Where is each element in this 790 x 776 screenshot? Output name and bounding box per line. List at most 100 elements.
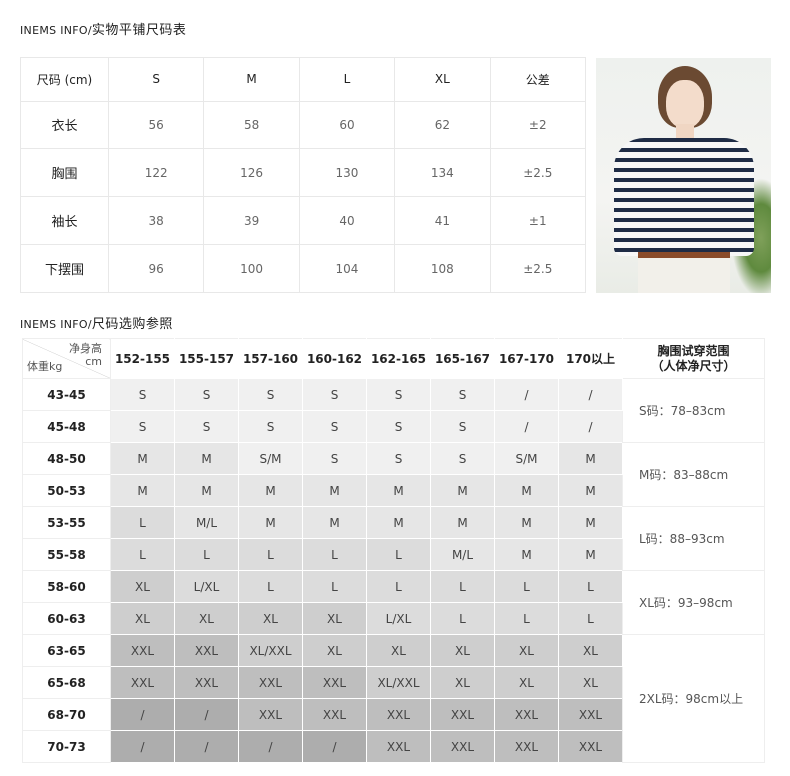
size-cell: L	[494, 602, 559, 635]
size-recommendation-table: 净身高 cm 体重kg 152-155 155-157 157-160 160-162 1…	[22, 338, 765, 763]
size-cell: /	[558, 378, 623, 411]
value-cell: ±2	[489, 100, 587, 150]
size-cell: /	[238, 730, 303, 763]
row-label: 袖长	[20, 196, 109, 246]
size-cell: XL	[302, 634, 367, 667]
size-cell: XXL	[558, 730, 623, 763]
size-cell: M	[110, 442, 175, 475]
size-cell: XL	[558, 634, 623, 667]
size-cell: L	[558, 602, 623, 635]
title-en: INEMS INFO/	[20, 24, 92, 37]
size-cell: L/XL	[366, 602, 431, 635]
size-cell: XXL	[174, 634, 239, 667]
value-cell: ±2.5	[489, 148, 587, 198]
value-cell: 104	[298, 244, 396, 293]
table-row: 50-53 M M M M M M M M	[22, 474, 765, 507]
weight-label: 58-60	[22, 570, 111, 603]
size-cell: S/M	[238, 442, 303, 475]
weight-label: 63-65	[22, 634, 111, 667]
size-cell: M	[494, 506, 559, 539]
value-cell: 122	[107, 148, 205, 198]
value-cell: 134	[394, 148, 491, 198]
belt	[638, 252, 730, 258]
size-cell: XL	[110, 602, 175, 635]
model-face	[666, 80, 704, 128]
size-cell: XL	[430, 666, 495, 699]
size-cell: S	[110, 378, 175, 411]
size-cell: /	[302, 730, 367, 763]
value-cell: ±2.5	[489, 244, 587, 293]
table-row: 胸围 122 126 130 134 ±2.5	[20, 148, 587, 198]
size-cell: XXL	[110, 666, 175, 699]
size-cell: L	[430, 570, 495, 603]
table-row: 43-45 S S S S S S / / S码：78–83cm	[22, 378, 765, 443]
row-label: 胸围	[20, 148, 109, 198]
size-cell: M	[366, 474, 431, 507]
weight-label: 55-58	[22, 538, 111, 571]
weight-label: 45-48	[22, 410, 111, 443]
size-cell: XL	[302, 602, 367, 635]
size-cell: S	[302, 442, 367, 475]
title-cn: 实物平铺尺码表	[91, 23, 187, 38]
size-cell: XXL	[430, 730, 495, 763]
header-row: 尺码 (cm) S M L XL 公差	[20, 57, 587, 102]
table-row: 衣长 56 58 60 62 ±2	[20, 100, 587, 150]
size-cell: XL	[494, 634, 559, 667]
size-cell: S	[430, 378, 495, 411]
size-cell: XXL	[366, 730, 431, 763]
size-cell: S	[110, 410, 175, 443]
size-cell: M	[174, 474, 239, 507]
table-row: 65-68 XXL XXL XXL XXL XL/XXL XL XL XL	[22, 666, 765, 699]
value-cell: 56	[107, 100, 205, 150]
size-cell: L	[430, 602, 495, 635]
size-cell: S/M	[494, 442, 559, 475]
size-cell: L	[494, 570, 559, 603]
size-cell: M/L	[174, 506, 239, 539]
size-cell: M	[366, 506, 431, 539]
size-cell: /	[174, 730, 239, 763]
chest-range: M码：83–88cm	[622, 442, 765, 507]
striped-shirt	[614, 138, 754, 256]
size-cell: S	[302, 410, 367, 443]
size-cell: /	[494, 378, 559, 411]
size-cell: M	[430, 474, 495, 507]
size-cell: /	[558, 410, 623, 443]
chest-range: 2XL码：98cm以上	[622, 634, 765, 763]
size-cell: M	[302, 506, 367, 539]
range-header-2: （人体净尺寸）	[651, 358, 736, 373]
size-cell: M/L	[430, 538, 495, 571]
size-cell: XL	[366, 634, 431, 667]
size-cell: L	[558, 570, 623, 603]
title-en: INEMS INFO/	[20, 318, 92, 331]
height-header: 157-160	[238, 338, 303, 379]
table-row: 60-63 XL XL XL XL L/XL L L L	[22, 602, 765, 635]
table-row: 袖长 38 39 40 41 ±1	[20, 196, 587, 246]
value-cell: 58	[203, 100, 300, 150]
value-cell: 39	[203, 196, 300, 246]
size-cell: M	[494, 474, 559, 507]
size-cell: L	[302, 538, 367, 571]
size-cell: /	[110, 698, 175, 731]
table-row: 48-50 M M S/M S S S S/M M M码：83–88cm	[22, 442, 765, 507]
size-cell: XXL	[366, 698, 431, 731]
header-cell: 尺码 (cm)	[20, 57, 109, 102]
row-label: 下摆围	[20, 244, 109, 293]
size-cell: XXL	[558, 698, 623, 731]
row-label: 衣长	[20, 100, 109, 150]
title-cn: 尺码选购参照	[91, 317, 173, 332]
size-cell: XL	[174, 602, 239, 635]
size-cell: L	[110, 538, 175, 571]
size-cell: L	[366, 570, 431, 603]
size-cell: XL	[110, 570, 175, 603]
weight-label: 60-63	[22, 602, 111, 635]
range-header-1: 胸围试穿范围	[657, 343, 730, 358]
size-cell: L	[238, 570, 303, 603]
size-guide-title: INEMS INFO/尺码选购参照	[20, 313, 173, 332]
size-cell: XL/XXL	[366, 666, 431, 699]
value-cell: 40	[298, 196, 396, 246]
height-header: 162-165	[366, 338, 431, 379]
value-cell: 108	[394, 244, 491, 293]
weight-label: 43-45	[22, 378, 111, 411]
size-cell: /	[110, 730, 175, 763]
height-header: 170以上	[558, 338, 623, 379]
